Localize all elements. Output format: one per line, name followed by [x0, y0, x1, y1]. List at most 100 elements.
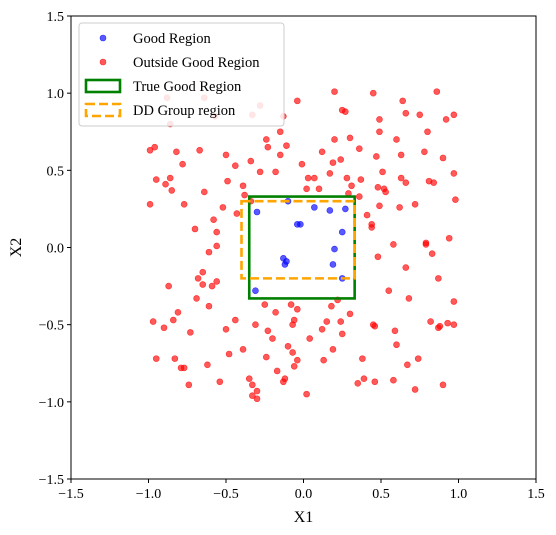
outside-region-point	[219, 204, 227, 211]
outside-region-point	[232, 316, 239, 324]
outside-region-point	[402, 109, 410, 117]
outside-region-point	[199, 268, 207, 276]
x-tick-label: 0.0	[295, 487, 313, 502]
outside-region-point	[411, 386, 419, 393]
outside-region-point	[414, 355, 422, 362]
outside-region-point	[224, 177, 231, 185]
x-tick-label: −1.0	[136, 487, 161, 502]
outside-region-point	[337, 318, 345, 325]
outside-region-point	[216, 378, 224, 386]
outside-region-point	[368, 224, 376, 231]
x-tick-label: −0.5	[213, 487, 238, 502]
outside-region-point	[385, 287, 393, 295]
outside-region-point	[205, 302, 213, 310]
outside-region-point	[191, 225, 199, 233]
y-tick-label: 0.0	[47, 242, 65, 257]
outside-region-point	[289, 349, 296, 356]
outside-region-point	[281, 375, 289, 382]
outside-region-point	[187, 329, 194, 336]
outside-region-point	[174, 309, 182, 316]
y-tick-label: −1.0	[39, 396, 64, 411]
outside-region-point	[376, 128, 383, 136]
good-region-point	[326, 207, 334, 214]
outside-region-point	[430, 179, 438, 186]
outside-region-point	[179, 160, 186, 168]
good-region-point	[283, 258, 290, 265]
legend-label: DD Group region	[133, 103, 236, 119]
outside-region-point	[152, 176, 160, 183]
outside-region-point	[393, 341, 400, 349]
outside-region-point	[165, 282, 172, 290]
outside-region-point	[393, 136, 400, 143]
outside-region-point	[241, 191, 248, 199]
outside-region-point	[329, 346, 337, 353]
outside-region-point	[232, 162, 239, 170]
outside-region-point	[146, 146, 154, 154]
outside-region-point	[444, 319, 451, 327]
outside-region-point	[445, 234, 453, 242]
outside-region-point	[450, 321, 458, 328]
outside-region-point	[303, 390, 310, 398]
good-region-point	[331, 245, 338, 253]
outside-region-point	[253, 387, 261, 395]
outside-region-point	[399, 97, 407, 105]
legend-marker	[99, 58, 107, 66]
outside-region-point	[287, 301, 295, 308]
outside-region-point	[262, 136, 270, 143]
outside-region-point	[396, 204, 403, 211]
outside-region-point	[272, 168, 279, 176]
outside-region-point	[160, 324, 168, 332]
outside-region-point	[390, 376, 397, 384]
x-tick-label: 1.5	[527, 487, 545, 502]
outside-region-point	[256, 168, 264, 176]
x-tick-label: 1.0	[450, 487, 468, 502]
outside-region-point	[450, 170, 458, 177]
outside-region-point	[222, 151, 230, 159]
regions-layer	[240, 195, 356, 300]
outside-region-point	[245, 375, 253, 382]
legend-label: Good Region	[133, 31, 211, 47]
outside-region-point	[360, 375, 368, 382]
outside-region-point	[355, 193, 363, 200]
outside-region-point	[397, 174, 405, 182]
outside-region-point	[213, 242, 220, 250]
outside-region-point	[436, 322, 444, 330]
legend-swatch	[84, 78, 122, 94]
legend-marker	[99, 34, 107, 42]
legend-box	[78, 22, 285, 127]
outside-region-point	[293, 305, 301, 313]
outside-region-point	[264, 327, 272, 335]
outside-region-point	[201, 188, 208, 196]
outside-region-point	[331, 88, 338, 95]
outside-region-point	[405, 295, 413, 302]
outside-region-point	[346, 134, 354, 142]
y-tick-label: 1.5	[47, 10, 65, 25]
outside-region-point	[439, 381, 447, 389]
outside-region-point	[348, 182, 355, 190]
outside-region-point	[171, 355, 179, 362]
outside-region-point	[380, 185, 388, 193]
outside-region-point	[284, 342, 292, 350]
outside-region-point	[180, 364, 188, 372]
outside-region-point	[272, 309, 279, 316]
outside-region-point	[149, 318, 157, 325]
legend-label: True Good Region	[133, 79, 242, 95]
outside-region-point	[304, 174, 312, 182]
outside-region-point	[303, 185, 310, 193]
outside-region-point	[205, 248, 213, 256]
outside-region-point	[213, 278, 220, 285]
outside-region-point	[373, 153, 380, 160]
outside-region-point	[416, 111, 424, 119]
outside-region-point	[439, 154, 447, 162]
outside-region-point	[196, 146, 203, 154]
outside-region-point	[337, 156, 345, 163]
outside-region-point	[355, 145, 363, 153]
outside-region-point	[315, 185, 323, 193]
outside-region-point	[346, 310, 354, 318]
outside-region-point	[199, 281, 207, 288]
x-axis: −1.5 −1.0 −0.5 0.0 0.5 1.0 1.5	[58, 479, 545, 502]
outside-region-point	[328, 302, 335, 310]
outside-region-point	[311, 174, 318, 182]
outside-region-point	[151, 143, 158, 151]
